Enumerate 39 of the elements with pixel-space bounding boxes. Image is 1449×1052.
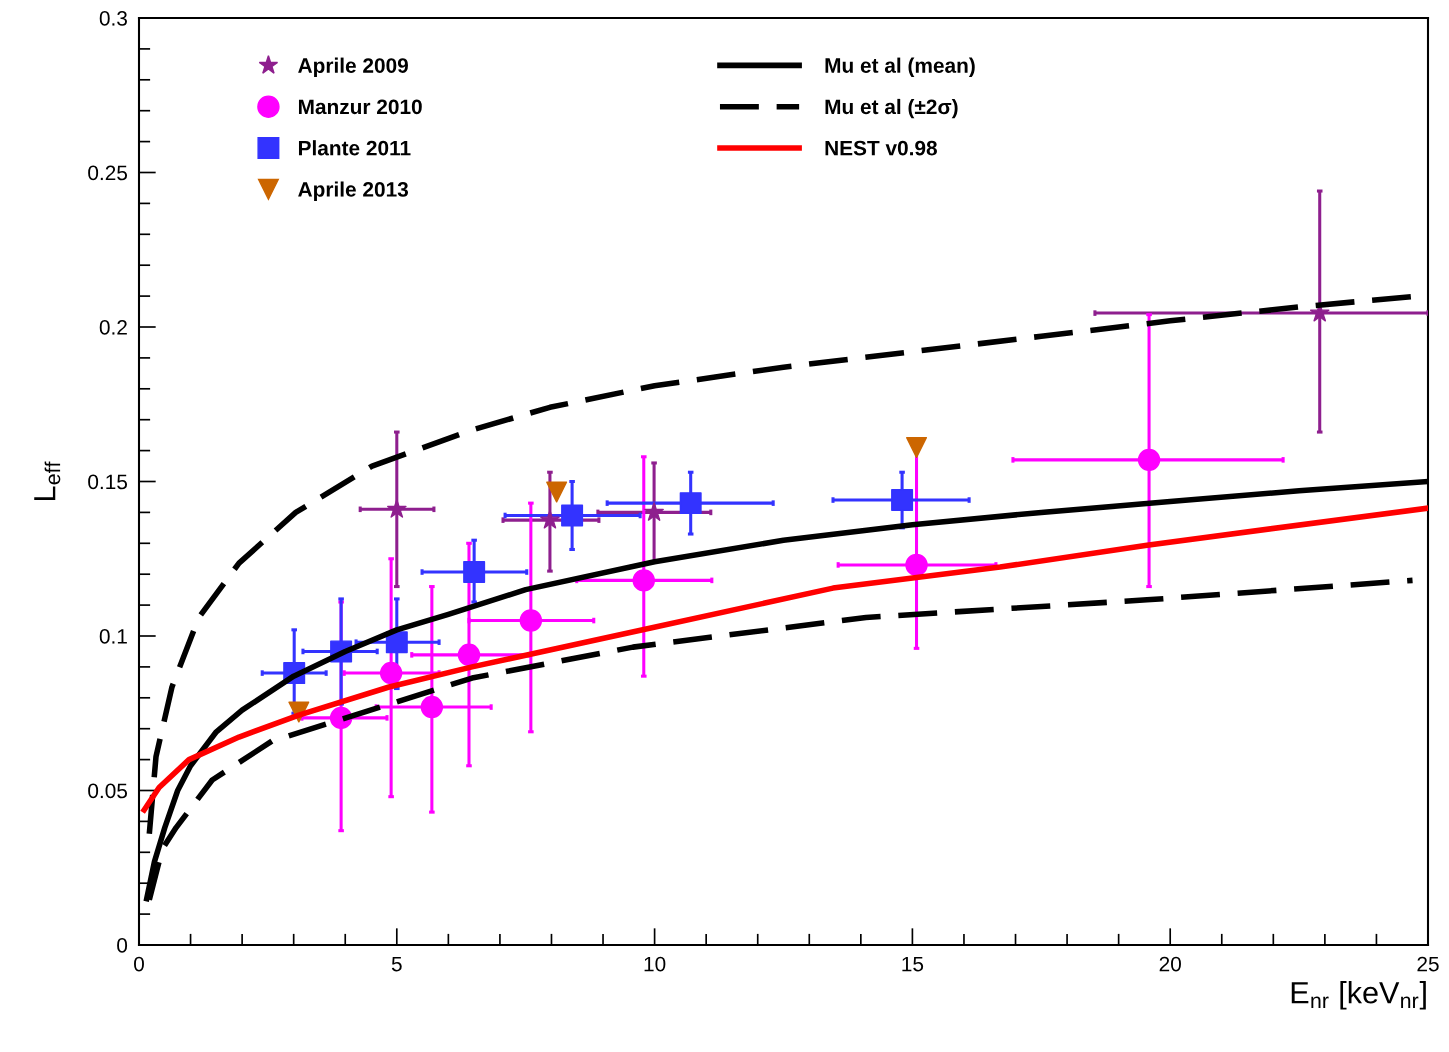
point [379,661,403,685]
x-tick-label: 20 [1159,956,1181,972]
y-axis-title: L$_{eff}$ [34,461,61,501]
point [891,489,914,512]
x-tick-label: 25 [1417,956,1439,972]
point [385,631,408,654]
legend-label: Manzur 2010 [298,99,422,115]
point [906,436,928,459]
y-tick-label: 0.3 [99,11,127,26]
legend-label: Mu et al (±2σ) [825,98,958,119]
point [463,561,486,584]
legend-label: Aprile 2009 [298,57,408,77]
point [546,481,568,503]
point [457,643,481,667]
x-tick-label: 15 [902,956,924,972]
point [540,509,560,529]
x-tick-label: 5 [391,956,402,972]
y-tick-label: 0.05 [88,783,128,799]
legend-label: NEST v0.98 [825,140,937,156]
point [632,569,655,592]
point [387,499,407,518]
point [519,609,543,632]
point [905,553,928,577]
y-tick-label: 0.25 [88,165,128,181]
x-tick-label: 0 [134,956,144,972]
point [1137,448,1161,472]
point [561,504,584,527]
point [679,492,702,515]
x-axis-title: E$_{nr}$ [keV$_{nr}$] [1291,981,1426,1010]
legend-label: Mu et al (mean) [825,57,975,77]
point [420,695,444,719]
x-tick-label: 10 [644,956,666,972]
y-tick-label: 0.1 [99,629,127,644]
point [644,502,664,521]
legend-label: Plante 2011 [298,140,411,156]
legend-label: Aprile 2013 [298,181,409,201]
y-tick-label: 0.15 [88,474,128,490]
y-tick-label: 0.2 [99,320,127,335]
y-tick-label: 0 [117,938,128,953]
